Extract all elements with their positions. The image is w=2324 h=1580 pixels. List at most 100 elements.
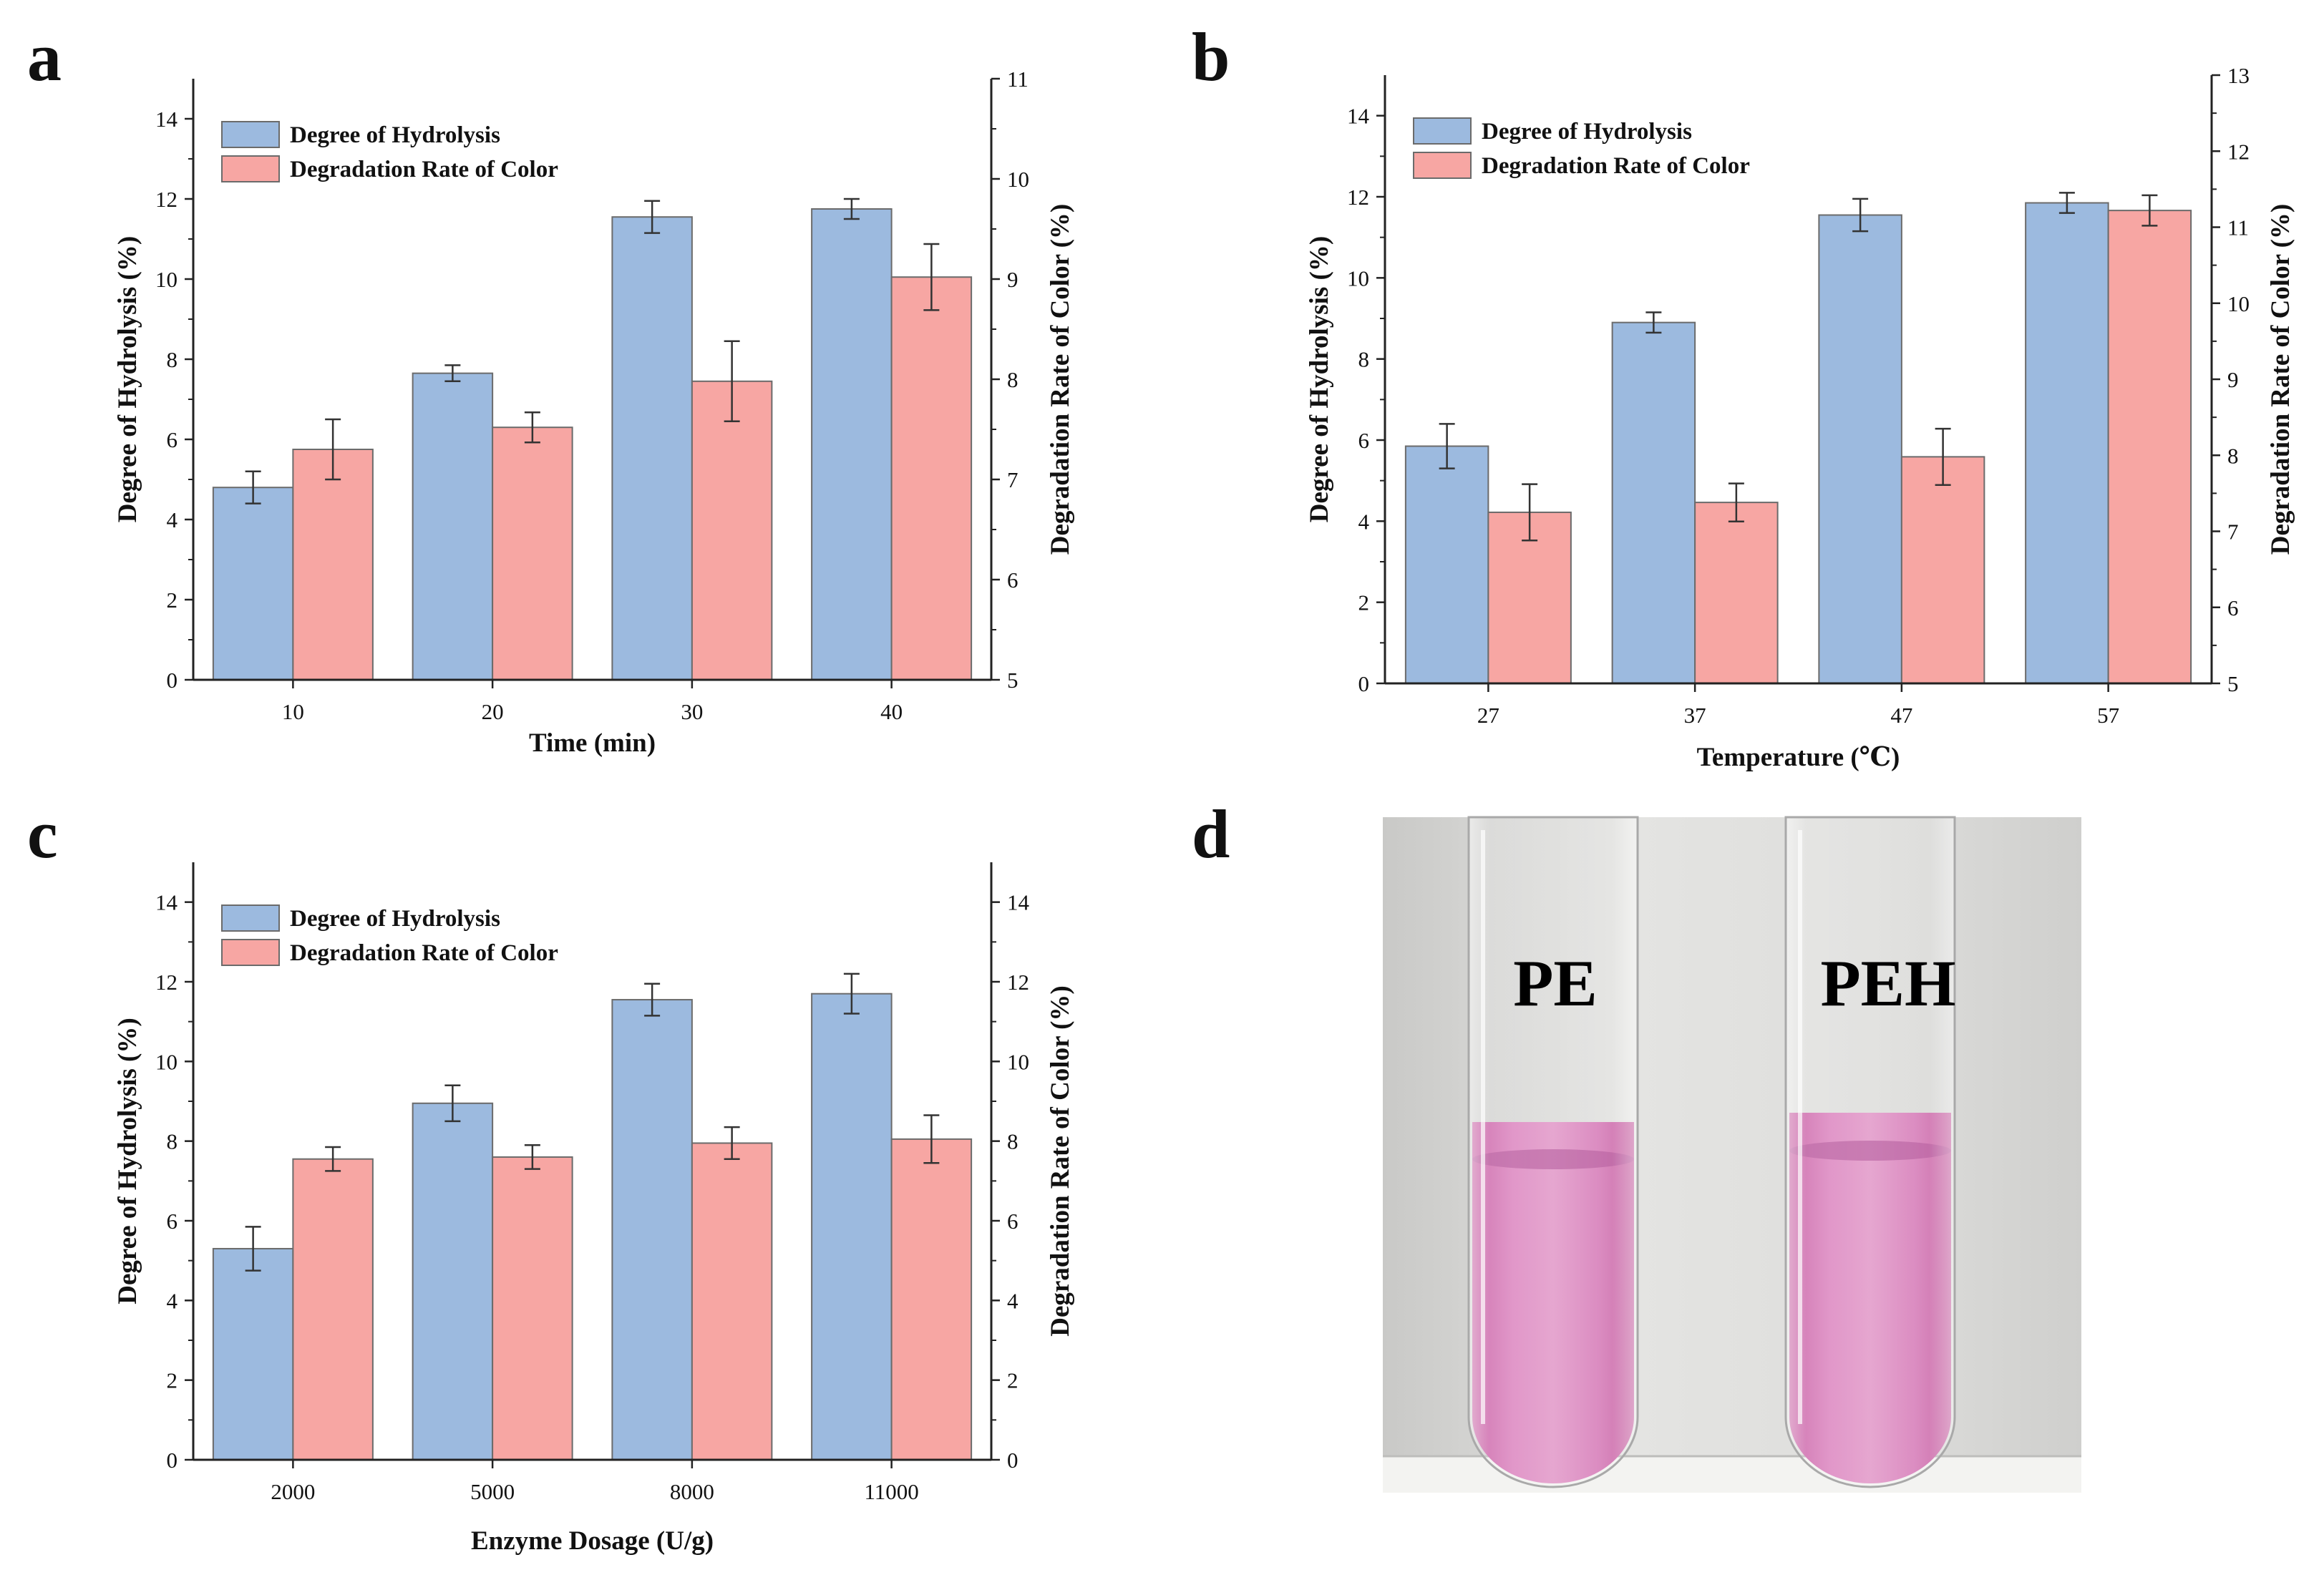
- y-tick-label-right: 9: [2227, 367, 2239, 392]
- panel-letter-b: b: [1192, 19, 1230, 95]
- y-tick-label-left: 4: [1358, 509, 1370, 534]
- y-tick-label-left: 2: [167, 587, 178, 613]
- x-axis-label: Temperature (℃): [1697, 743, 1900, 772]
- panel-letter-c: c: [27, 796, 58, 872]
- y-tick-label-left: 0: [167, 668, 178, 693]
- x-tick-label: 30: [681, 699, 703, 724]
- legend-label-color: Degradation Rate of Color: [290, 940, 558, 966]
- photo-label-peh: PEH: [1820, 947, 1955, 1020]
- x-tick-label: 47: [1890, 703, 1912, 728]
- y-tick-label-right: 12: [1007, 970, 1029, 995]
- x-tick-label: 5000: [470, 1479, 515, 1504]
- bar-hydrolysis-37: [1611, 321, 1696, 684]
- y-tick-label-right: 8: [2227, 443, 2239, 468]
- legend-swatch-color: [221, 155, 280, 182]
- x-tick-label: 10: [282, 699, 304, 724]
- y-axis-label-left: Degree of Hydrolysis (%): [113, 1018, 142, 1304]
- y-tick-label-left: 8: [167, 347, 178, 372]
- y-tick-label-left: 14: [1347, 104, 1370, 129]
- x-tick-label: 2000: [271, 1479, 315, 1504]
- legend-label-color: Degradation Rate of Color: [290, 157, 558, 182]
- y-axis-label-left: Degree of Hydrolysis (%): [1305, 236, 1334, 522]
- y-tick-label-left: 12: [1347, 185, 1369, 210]
- bar-color-5000: [492, 1156, 573, 1461]
- tube-peh-glass: [1784, 816, 1956, 1488]
- y-tick-label-right: 6: [1007, 1209, 1018, 1234]
- bar-color-37: [1694, 502, 1779, 684]
- y-tick-label-left: 14: [155, 107, 178, 132]
- y-tick-label-right: 10: [1007, 1049, 1029, 1074]
- x-tick-label: 20: [482, 699, 504, 724]
- bar-color-40: [890, 276, 973, 681]
- y-tick-label-left: 10: [155, 267, 178, 292]
- y-tick-label-right: 12: [2227, 139, 2250, 164]
- y-tick-label-right: 5: [2227, 671, 2239, 696]
- bar-hydrolysis-47: [1818, 214, 1902, 684]
- y-tick-label-right: 11: [2227, 215, 2249, 240]
- bar-color-57: [2107, 210, 2192, 684]
- y-tick-label-left: 6: [167, 1209, 178, 1234]
- x-tick-label: 8000: [670, 1479, 714, 1504]
- y-tick-label-right: 9: [1007, 267, 1018, 292]
- y-tick-label-left: 0: [1358, 671, 1370, 696]
- y-tick-label-right: 5: [1007, 668, 1018, 693]
- chart-b-temperature: 0 2 4 6 8 10 12 14 5 6 7 8 9 10 11 12 13 27 37 47 57 Temperat…: [1305, 63, 2295, 772]
- bar-color-30: [691, 380, 773, 681]
- bar-color-10: [292, 449, 374, 681]
- photo-label-pe: PE: [1513, 947, 1598, 1020]
- chart-a-time: 0 2 4 6 8 10 12 14 5 6 7 8 9 10 11 10 20 30 40 Time (min) De…: [113, 67, 1075, 758]
- y-axis-label-right: Degradation Rate of Color (%): [1046, 985, 1075, 1337]
- legend-swatch-hydrolysis: [1413, 117, 1472, 145]
- bar-hydrolysis-11000: [811, 993, 893, 1460]
- y-tick-label-right: 11: [1007, 67, 1029, 92]
- legend-label-hydrolysis: Degree of Hydrolysis: [290, 906, 500, 932]
- x-tick-label: 40: [880, 699, 903, 724]
- y-tick-label-left: 4: [167, 507, 178, 532]
- x-tick-label: 11000: [864, 1479, 918, 1504]
- bar-color-47: [1900, 456, 1985, 684]
- legend-label-hydrolysis: Degree of Hydrolysis: [290, 122, 500, 148]
- panel-letter-d: d: [1192, 796, 1230, 872]
- y-tick-label-left: 4: [167, 1288, 178, 1313]
- bar-hydrolysis-30: [611, 216, 693, 681]
- bar-color-11000: [890, 1138, 973, 1460]
- x-tick-label: 37: [1684, 703, 1706, 728]
- y-tick-label-right: 14: [1007, 890, 1030, 915]
- y-tick-label-right: 6: [2227, 595, 2239, 620]
- photo-test-tubes: PE PEH: [1383, 816, 2081, 1493]
- bar-color-20: [492, 426, 573, 681]
- bar-hydrolysis-10: [212, 487, 294, 681]
- bar-hydrolysis-27: [1404, 445, 1489, 684]
- legend-swatch-color: [221, 939, 280, 966]
- y-tick-label-right: 7: [2227, 520, 2239, 545]
- legend-swatch-hydrolysis: [221, 121, 280, 148]
- y-tick-label-right: 10: [1007, 167, 1029, 192]
- bar-hydrolysis-5000: [412, 1102, 494, 1460]
- y-tick-label-right: 6: [1007, 567, 1018, 592]
- x-axis-label: Enzyme Dosage (U/g): [471, 1526, 714, 1556]
- y-tick-label-left: 8: [167, 1129, 178, 1154]
- y-tick-label-left: 6: [1358, 428, 1370, 453]
- bar-color-8000: [691, 1142, 773, 1460]
- legend-label-color: Degradation Rate of Color: [1482, 153, 1750, 179]
- y-axis-label-right: Degradation Rate of Color (%): [1046, 204, 1075, 555]
- panel-letter-a: a: [27, 19, 62, 95]
- y-tick-label-left: 14: [155, 890, 178, 915]
- legend-label-hydrolysis: Degree of Hydrolysis: [1482, 119, 1692, 145]
- y-tick-label-left: 8: [1358, 347, 1370, 372]
- y-tick-label-right: 13: [2227, 63, 2250, 88]
- bar-hydrolysis-40: [811, 208, 893, 681]
- y-tick-label-right: 7: [1007, 467, 1018, 492]
- bar-color-2000: [292, 1158, 374, 1460]
- bar-hydrolysis-20: [412, 372, 494, 681]
- y-tick-label-left: 10: [155, 1049, 178, 1074]
- y-tick-label-left: 6: [167, 427, 178, 452]
- x-axis-label: Time (min): [529, 728, 656, 758]
- y-tick-label-left: 12: [155, 970, 178, 995]
- y-tick-label-left: 2: [167, 1368, 178, 1393]
- x-tick-label: 27: [1477, 703, 1499, 728]
- y-tick-label-right: 8: [1007, 367, 1018, 392]
- bar-hydrolysis-8000: [611, 999, 693, 1461]
- legend-swatch-hydrolysis: [221, 904, 280, 932]
